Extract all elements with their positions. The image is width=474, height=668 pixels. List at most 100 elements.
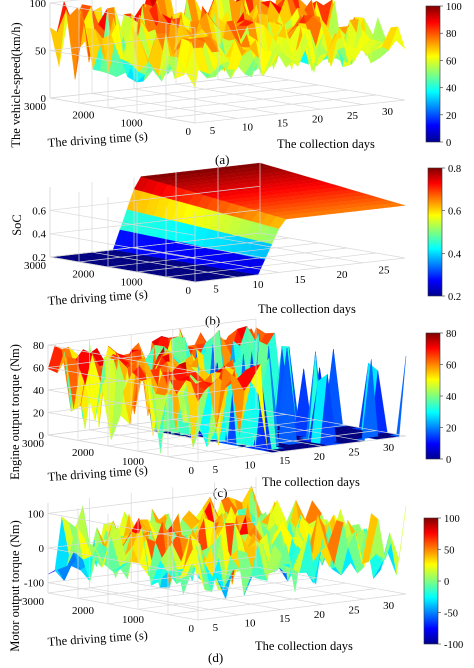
z-tick-label: 0: [39, 543, 45, 555]
z-tick-label: 0.2: [32, 252, 46, 264]
x-tick-label: 30: [383, 442, 395, 454]
surface-patch: [388, 202, 406, 207]
colorbar-tick-label: 100: [444, 514, 460, 525]
z-tick-label: 0.4: [32, 229, 46, 241]
colorbar-tick-label: -100: [444, 640, 463, 651]
caption-d: (d): [208, 650, 223, 665]
y-tick-label: 2000: [72, 447, 95, 459]
z-tick-label: 20: [33, 408, 45, 420]
colorbar-ticks-motor-torque: 100 50 0 -50 -100: [438, 514, 463, 651]
surface-patch: [389, 505, 407, 576]
x-tick-label: 10: [245, 618, 257, 630]
colorbar-tick-label: 100: [446, 2, 462, 13]
colorbar-soc: [427, 167, 443, 297]
colorbar-ticks-soc: 0.2 0.4 0.6 0.8: [442, 164, 462, 303]
z-tick-label: 100: [28, 508, 45, 520]
x-tick-label: 10: [245, 460, 257, 472]
colorbar-tick-label: 0: [444, 577, 449, 588]
panel-soc: 5 10 15 20 25 3000 2000 1000 0 0.2 0.4 0.6 SoC The …: [10, 162, 462, 328]
colorbar-tick-label: -50: [444, 609, 458, 620]
x-tick-label: 15: [279, 613, 291, 625]
surface-vehicle-speed: [49, 0, 406, 89]
zlabel-engine-torque: Engine output torque (Nm): [8, 344, 22, 480]
y-tick-label: 2000: [72, 109, 95, 121]
colorbar-tick-label: 60: [446, 56, 457, 67]
y-tick-label: 3000: [22, 438, 45, 450]
x-tick-label: 30: [383, 600, 395, 612]
colorbar-tick-label: 60: [446, 361, 457, 372]
z-tick-label: 100: [30, 0, 47, 10]
z-tick-label: 80: [33, 340, 45, 352]
caption-b: (b): [205, 313, 220, 328]
x-tick-label: 10: [242, 121, 254, 133]
ylabel-motor-torque: The driving time (s): [47, 628, 148, 649]
axes-motor-torque: 5 10 15 20 25 30 3000 2000 1000 0 -100 0 100: [22, 477, 407, 635]
y-tick-label: 0: [186, 285, 192, 297]
colorbar-ticks-vehicle-speed: 0 20 40 60 80 100: [440, 2, 462, 149]
ylabel-engine-torque: The driving time (s): [47, 463, 148, 484]
y-tick-label: 0: [186, 126, 192, 138]
surface-soc: [49, 162, 406, 283]
z-tick-label: 50: [35, 46, 47, 58]
y-tick-label: 2000: [72, 268, 95, 280]
colorbar-vehicle-speed: [425, 5, 441, 143]
colorbar-tick-label: 0.2: [448, 292, 461, 303]
panel-engine-torque: 5 10 15 20 25 30 3000 2000 1000 0 0 20 40 60 80 Engine…: [8, 318, 457, 500]
zlabel-vehicle-speed: The vehicle-speed(km/h): [9, 22, 23, 147]
y-tick-label: 0: [189, 465, 195, 477]
colorbar-tick-label: 80: [446, 29, 457, 40]
surface-motor-torque: [47, 485, 407, 600]
z-tick-label: 0.6: [32, 205, 46, 217]
colorbar-ticks-engine-torque: 0 20 40 60 80: [440, 329, 457, 466]
x-tick-label: 20: [314, 451, 326, 463]
z-tick-label: -100: [24, 578, 45, 590]
ylabel-vehicle-speed: The driving time (s): [47, 129, 148, 150]
colorbar-tick-label: 20: [446, 111, 457, 122]
x-tick-label: 5: [213, 464, 219, 476]
axes-engine-torque: 5 10 15 20 25 30 3000 2000 1000 0 0 20 40 60 80: [22, 318, 407, 477]
y-tick-label: 1000: [121, 277, 144, 289]
colorbar-tick-label: 0.8: [448, 164, 461, 175]
xlabel-vehicle-speed: The collection days: [277, 137, 375, 151]
y-tick-label: 1000: [122, 614, 145, 626]
xlabel-motor-torque: The collection days: [255, 639, 353, 653]
y-tick-label: 1000: [122, 456, 145, 468]
caption-c: (c): [213, 485, 227, 500]
colorbar-tick-label: 0.6: [448, 207, 461, 218]
z-tick-label: 60: [33, 363, 45, 375]
x-tick-label: 25: [349, 605, 361, 617]
x-tick-label: 10: [253, 279, 265, 291]
xlabel-soc: The collection days: [258, 302, 356, 316]
y-tick-label: 0: [189, 623, 195, 635]
x-tick-label: 25: [347, 110, 359, 122]
colorbar-tick-label: 40: [446, 392, 457, 403]
x-tick-label: 25: [379, 264, 391, 276]
x-tick-label: 30: [382, 106, 394, 118]
colorbar-tick-label: 20: [446, 424, 457, 435]
colorbar-tick-label: 0: [446, 138, 451, 149]
z-tick-label: 40: [33, 385, 45, 397]
x-tick-label: 15: [295, 274, 307, 286]
xlabel-engine-torque: The collection days: [262, 475, 360, 489]
colorbar-tick-label: 40: [446, 84, 457, 95]
y-tick-label: 3000: [24, 101, 47, 113]
z-tick-label: 0: [41, 93, 47, 105]
axes-vehicle-speed: 5 10 15 20 25 30 3000 2000 1000 0 0 50 100: [24, 0, 406, 138]
y-tick-label: 1000: [121, 118, 144, 130]
colorbar-engine-torque: [425, 332, 441, 460]
surface-patch: [389, 355, 407, 438]
x-tick-label: 20: [314, 609, 326, 621]
colorbar-motor-torque: [423, 517, 439, 645]
ylabel-soc: The driving time (s): [47, 287, 148, 308]
zlabel-motor-torque: Motor output torque (Nm): [8, 520, 22, 652]
z-tick-label: 0: [39, 430, 45, 442]
x-tick-label: 15: [279, 455, 291, 467]
axes-soc: 5 10 15 20 25 3000 2000 1000 0 0.2 0.4 0.6: [24, 163, 406, 297]
x-tick-label: 5: [213, 284, 219, 296]
surface-patch: [235, 0, 241, 2]
y-tick-label: 3000: [24, 260, 47, 272]
x-tick-label: 5: [213, 622, 219, 634]
y-tick-label: 3000: [22, 596, 45, 608]
